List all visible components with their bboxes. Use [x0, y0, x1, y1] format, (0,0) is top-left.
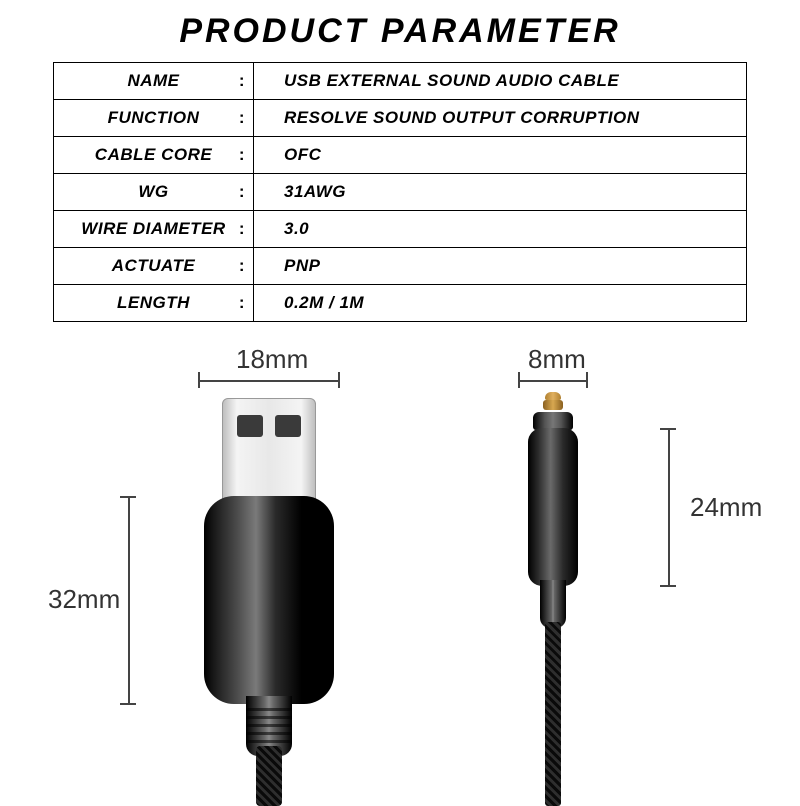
parameter-table: NAME: USB EXTERNAL SOUND AUDIO CABLE FUN…	[53, 62, 747, 322]
dim-label-jack-width: 8mm	[528, 344, 586, 375]
table-row: CABLE CORE: OFC	[54, 137, 747, 174]
param-value: USB EXTERNAL SOUND AUDIO CABLE	[254, 63, 747, 100]
dim-label-usb-height: 32mm	[48, 584, 120, 615]
product-diagram: 18mm 32mm 8mm 24mm	[0, 336, 800, 800]
param-label: CABLE CORE	[95, 145, 212, 164]
table-row: ACTUATE: PNP	[54, 248, 747, 285]
table-row: LENGTH: 0.2M / 1M	[54, 285, 747, 322]
param-value: RESOLVE SOUND OUTPUT CORRUPTION	[254, 100, 747, 137]
dim-line	[128, 496, 130, 704]
param-value: OFC	[254, 137, 747, 174]
dim-tick	[660, 428, 676, 430]
usb-housing	[204, 496, 334, 704]
table-row: WG: 31AWG	[54, 174, 747, 211]
dim-tick	[518, 372, 520, 388]
param-value: 0.2M / 1M	[254, 285, 747, 322]
param-label: LENGTH	[117, 293, 190, 312]
dim-line	[518, 380, 588, 382]
dim-tick	[120, 496, 136, 498]
dim-label-usb-width: 18mm	[236, 344, 308, 375]
dim-line	[668, 428, 670, 586]
dim-tick	[120, 703, 136, 705]
param-value: PNP	[254, 248, 747, 285]
dim-label-jack-height: 24mm	[690, 492, 762, 523]
dim-line	[198, 380, 340, 382]
dim-tick	[338, 372, 340, 388]
param-value: 31AWG	[254, 174, 747, 211]
jack-housing	[528, 428, 578, 586]
dim-tick	[660, 585, 676, 587]
jack-tip	[545, 392, 561, 400]
usb-metal-shell	[222, 398, 316, 502]
dim-tick	[198, 372, 200, 388]
dim-tick	[586, 372, 588, 388]
page-title: PRODUCT PARAMETER	[0, 12, 800, 51]
param-label: FUNCTION	[108, 108, 200, 127]
jack-strain-relief	[540, 580, 566, 628]
table-row: NAME: USB EXTERNAL SOUND AUDIO CABLE	[54, 63, 747, 100]
table-row: FUNCTION: RESOLVE SOUND OUTPUT CORRUPTIO…	[54, 100, 747, 137]
param-label: WIRE DIAMETER	[81, 219, 225, 238]
param-label: NAME	[127, 71, 179, 90]
param-value: 3.0	[254, 211, 747, 248]
usb-cable	[256, 746, 282, 806]
jack-cable	[545, 622, 561, 806]
table-row: WIRE DIAMETER: 3.0	[54, 211, 747, 248]
param-label: ACTUATE	[112, 256, 195, 275]
param-label: WG	[138, 182, 168, 201]
